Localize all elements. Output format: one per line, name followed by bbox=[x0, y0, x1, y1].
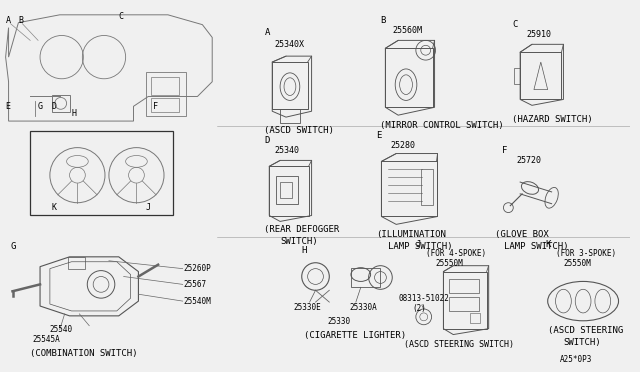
Text: (ASCD STEERING SWITCH): (ASCD STEERING SWITCH) bbox=[404, 340, 514, 349]
Text: (FOR 3-SPOKE): (FOR 3-SPOKE) bbox=[556, 249, 616, 259]
Text: 25540M: 25540M bbox=[184, 296, 211, 306]
Text: (FOR 4-SPOKE): (FOR 4-SPOKE) bbox=[426, 249, 486, 259]
Text: G: G bbox=[10, 243, 16, 251]
Text: A: A bbox=[6, 16, 11, 25]
Text: 25567: 25567 bbox=[184, 280, 207, 289]
Text: B: B bbox=[380, 16, 386, 25]
Bar bbox=[68, 257, 85, 269]
Text: 25330: 25330 bbox=[327, 317, 351, 326]
Text: LAMP SWITCH): LAMP SWITCH) bbox=[504, 241, 569, 250]
Text: G: G bbox=[38, 102, 43, 111]
Bar bbox=[52, 94, 70, 112]
Text: 25330E: 25330E bbox=[294, 304, 322, 312]
Text: A: A bbox=[264, 28, 269, 37]
Text: K: K bbox=[52, 203, 57, 212]
Text: 25340: 25340 bbox=[274, 146, 299, 155]
Bar bbox=[269, 166, 308, 215]
Text: A25*0P3: A25*0P3 bbox=[559, 355, 592, 364]
Bar bbox=[449, 297, 479, 311]
Text: (CIGARETTE LIGHTER): (CIGARETTE LIGHTER) bbox=[304, 331, 406, 340]
Text: E: E bbox=[6, 102, 11, 111]
Text: 25550M: 25550M bbox=[436, 259, 463, 268]
Bar bbox=[151, 77, 179, 94]
Bar bbox=[151, 99, 179, 112]
Text: K: K bbox=[546, 240, 551, 248]
Text: 25330A: 25330A bbox=[349, 304, 377, 312]
Text: 25545A: 25545A bbox=[32, 335, 60, 344]
Bar bbox=[449, 279, 479, 293]
Bar bbox=[381, 161, 436, 217]
Text: B: B bbox=[19, 16, 24, 25]
Text: 25540: 25540 bbox=[50, 325, 73, 334]
Text: SWITCH): SWITCH) bbox=[563, 338, 601, 347]
Bar bbox=[520, 52, 561, 99]
Text: D: D bbox=[264, 136, 269, 145]
Text: J: J bbox=[145, 203, 150, 212]
Text: (GLOVE BOX: (GLOVE BOX bbox=[495, 230, 548, 239]
Text: J: J bbox=[416, 240, 421, 248]
Bar bbox=[147, 72, 186, 116]
Text: (ASCD STEERING: (ASCD STEERING bbox=[548, 326, 623, 335]
Text: 08313-51022: 08313-51022 bbox=[398, 294, 449, 303]
Text: 25340X: 25340X bbox=[274, 40, 304, 49]
Text: D: D bbox=[52, 102, 57, 111]
Text: 25720: 25720 bbox=[516, 156, 541, 165]
Text: C: C bbox=[512, 20, 518, 29]
Text: (2): (2) bbox=[412, 304, 426, 314]
Text: F: F bbox=[153, 102, 158, 111]
Bar bbox=[351, 268, 380, 287]
Text: 25910: 25910 bbox=[526, 30, 551, 39]
Text: (ILLUMINATION: (ILLUMINATION bbox=[376, 230, 446, 239]
Text: 25550M: 25550M bbox=[563, 259, 591, 268]
Text: LAMP SWITCH): LAMP SWITCH) bbox=[388, 241, 453, 250]
Text: (REAR DEFOGGER: (REAR DEFOGGER bbox=[264, 225, 340, 234]
Text: H: H bbox=[72, 109, 77, 118]
Bar bbox=[420, 169, 433, 205]
Text: 25560M: 25560M bbox=[392, 26, 422, 35]
Bar bbox=[272, 62, 308, 109]
Bar bbox=[276, 176, 298, 204]
Text: (HAZARD SWITCH): (HAZARD SWITCH) bbox=[512, 115, 593, 124]
Text: 25260P: 25260P bbox=[184, 264, 211, 273]
Text: F: F bbox=[502, 146, 508, 155]
Text: 25280: 25280 bbox=[390, 141, 415, 150]
Text: C: C bbox=[119, 12, 124, 21]
Bar bbox=[444, 272, 486, 328]
Text: H: H bbox=[301, 246, 307, 256]
Bar bbox=[470, 313, 480, 323]
Bar bbox=[280, 182, 292, 198]
Bar bbox=[385, 48, 433, 107]
Text: E: E bbox=[376, 131, 382, 140]
Bar bbox=[30, 131, 173, 215]
Text: SWITCH): SWITCH) bbox=[280, 237, 317, 246]
Text: (COMBINATION SWITCH): (COMBINATION SWITCH) bbox=[30, 349, 138, 358]
Text: (ASCD SWITCH): (ASCD SWITCH) bbox=[264, 126, 334, 135]
Text: (MIRROR CONTROL SWITCH): (MIRROR CONTROL SWITCH) bbox=[380, 121, 504, 129]
